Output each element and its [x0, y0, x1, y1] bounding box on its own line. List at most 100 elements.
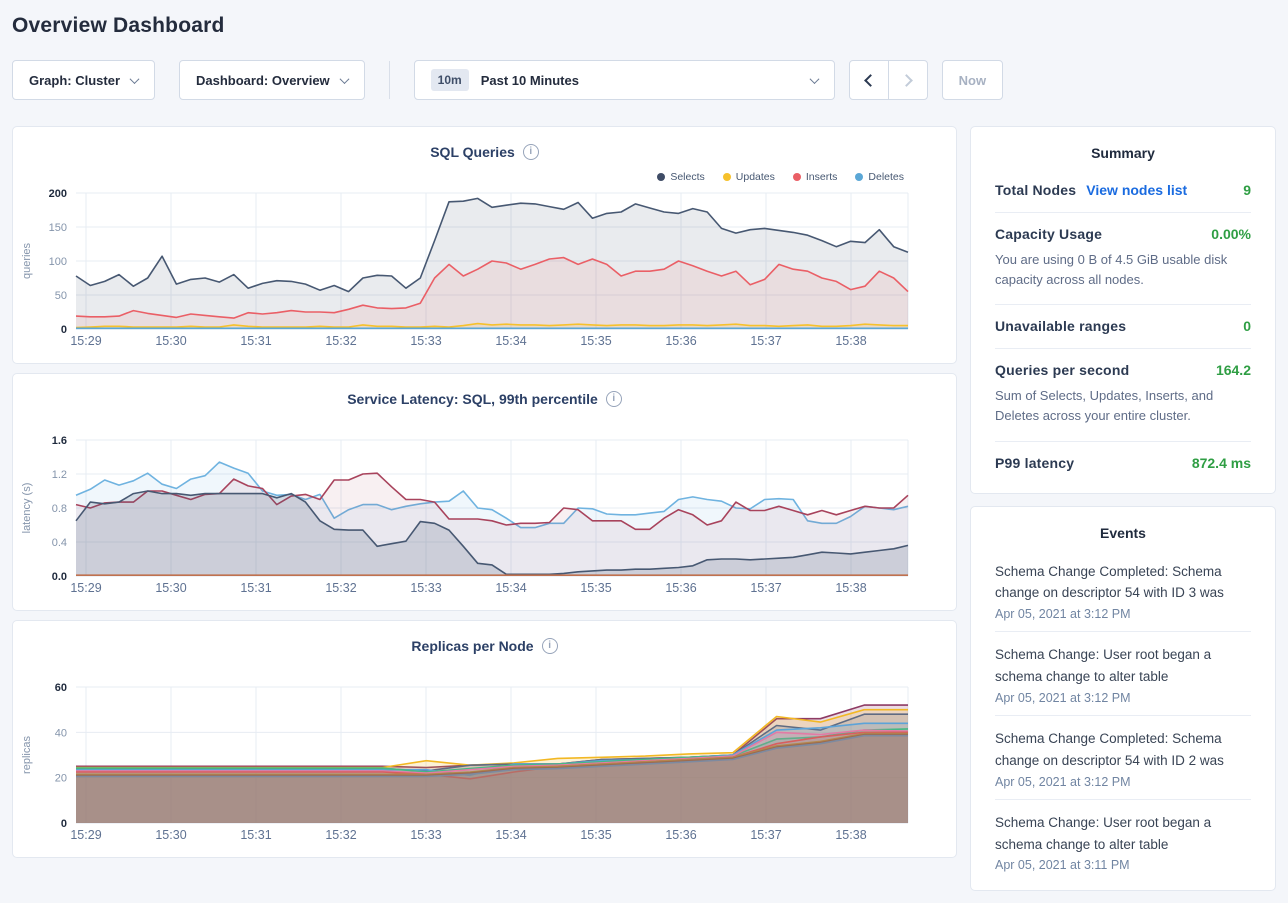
svg-text:0: 0: [61, 324, 67, 336]
divider: [388, 61, 390, 99]
info-icon[interactable]: i: [541, 638, 558, 654]
chart-title: SQL Queries: [430, 144, 515, 160]
capacity-usage-label: Capacity Usage: [995, 226, 1103, 242]
svg-text:15:32: 15:32: [325, 581, 356, 595]
events-title: Events: [1100, 524, 1146, 541]
svg-text:50: 50: [55, 290, 67, 302]
event-text: Schema Change: User root began a schema …: [995, 647, 1212, 685]
svg-text:15:31: 15:31: [240, 334, 271, 348]
legend-dot-icon: [792, 173, 801, 181]
svg-text:0.4: 0.4: [52, 537, 67, 549]
graph-dropdown[interactable]: Graph: Cluster: [12, 60, 156, 100]
svg-text:200: 200: [49, 188, 67, 200]
legend-item: Updates: [722, 171, 775, 183]
svg-text:15:37: 15:37: [750, 828, 781, 842]
svg-text:0.8: 0.8: [52, 503, 67, 515]
now-button[interactable]: Now: [941, 60, 1004, 100]
events-panel: Events Schema Change Completed: Schema c…: [970, 505, 1276, 892]
next-time-button[interactable]: [887, 60, 928, 100]
event-timestamp: Apr 05, 2021 at 3:12 PM: [995, 774, 1131, 789]
previous-time-button[interactable]: [848, 60, 889, 100]
legend-dot-icon: [657, 173, 666, 181]
svg-text:15:33: 15:33: [410, 334, 441, 348]
service-latency-chart-canvas[interactable]: 0.0 0.4 0.8 1.2 1.6 15:29 15:30 15:31 15:32 15:33…: [13, 430, 958, 606]
summary-row-total-nodes: Total Nodes View nodes list 9: [995, 169, 1251, 213]
chevron-down-icon: [339, 73, 350, 84]
qps-description: Sum of Selects, Updates, Inserts, and De…: [995, 388, 1214, 424]
qps-value: 164.2: [1215, 362, 1251, 379]
event-timestamp: Apr 05, 2021 at 3:12 PM: [995, 691, 1131, 705]
legend-item: Deletes: [855, 171, 904, 183]
svg-text:1.2: 1.2: [52, 469, 67, 481]
svg-text:15:35: 15:35: [580, 828, 611, 842]
event-text: Schema Change: User root began a schema …: [995, 814, 1212, 852]
capacity-usage-description: You are using 0 B of 4.5 GiB usable disk…: [995, 252, 1228, 288]
info-icon[interactable]: i: [605, 391, 622, 407]
svg-text:15:34: 15:34: [495, 581, 526, 595]
svg-text:40: 40: [55, 727, 67, 739]
main-content: SQL Queries i Selects Updates Inserts Delet…: [12, 126, 1276, 903]
summary-row-unavailable-ranges: Unavailable ranges 0: [995, 305, 1251, 350]
event-text: Schema Change Completed: Schema change o…: [995, 731, 1224, 768]
chart-legend: Selects Updates Inserts Deletes: [657, 171, 904, 183]
unavailable-ranges-label: Unavailable ranges: [995, 318, 1127, 335]
svg-text:latency (s): latency (s): [21, 483, 33, 534]
dashboard-dropdown-label: Dashboard: Overview: [196, 72, 330, 88]
view-nodes-list-link[interactable]: View nodes list: [1086, 182, 1188, 198]
dashboard-dropdown[interactable]: Dashboard: Overview: [179, 60, 365, 100]
svg-text:20: 20: [55, 773, 67, 785]
event-list-item: Schema Change Completed: Schema change o…: [995, 549, 1251, 633]
legend-dot-icon: [855, 173, 864, 181]
svg-text:15:38: 15:38: [835, 334, 866, 348]
chevron-down-icon: [809, 73, 820, 84]
chart-title: Service Latency: SQL, 99th percentile: [347, 391, 598, 407]
event-text: Schema Change Completed: Schema change o…: [995, 563, 1224, 601]
event-list-item: Schema Change: User root began a schema …: [995, 800, 1251, 883]
chart-header: Replicas per Node i: [13, 621, 956, 654]
replicas-per-node-chart-card: Replicas per Node i 0 20 40 60 15:29 15:30 15:…: [12, 620, 957, 858]
legend-dot-icon: [722, 173, 731, 181]
svg-text:15:34: 15:34: [495, 828, 526, 842]
svg-text:15:29: 15:29: [70, 581, 101, 595]
svg-text:15:33: 15:33: [410, 581, 441, 595]
svg-text:15:29: 15:29: [70, 334, 101, 348]
chevron-left-icon: [863, 73, 877, 87]
legend-item: Inserts: [792, 171, 837, 183]
svg-text:0.0: 0.0: [52, 571, 67, 583]
graph-dropdown-label: Graph: Cluster: [29, 72, 121, 88]
event-timestamp: Apr 05, 2021 at 3:11 PM: [995, 858, 1130, 873]
svg-text:15:34: 15:34: [495, 334, 526, 348]
controls-bar: Graph: Cluster Dashboard: Overview 10m P…: [12, 60, 1276, 100]
svg-text:15:29: 15:29: [70, 828, 101, 842]
unavailable-ranges-value: 0: [1243, 318, 1251, 335]
summary-row-qps: Queries per second 164.2 Sum of Selects,…: [995, 349, 1251, 442]
svg-text:15:30: 15:30: [155, 581, 186, 595]
time-range-dropdown[interactable]: 10m Past 10 Minutes: [413, 60, 835, 100]
capacity-usage-value: 0.00%: [1211, 226, 1251, 242]
service-latency-chart-card: Service Latency: SQL, 99th percentile i …: [12, 373, 957, 611]
svg-text:15:36: 15:36: [665, 581, 696, 595]
svg-text:replicas: replicas: [21, 736, 33, 774]
charts-column: SQL Queries i Selects Updates Inserts Delet…: [12, 126, 957, 903]
replicas-per-node-chart-canvas[interactable]: 0 20 40 60 15:29 15:30 15:31 15:32 15:33 15:34 15:…: [13, 677, 958, 853]
svg-text:queries: queries: [21, 242, 33, 279]
event-timestamp: Apr 05, 2021 at 3:12 PM: [995, 607, 1131, 622]
event-list-item: Schema Change Completed: Schema change o…: [995, 716, 1251, 800]
sql-queries-chart-card: SQL Queries i Selects Updates Inserts Delet…: [12, 126, 957, 364]
time-step-buttons: [848, 60, 928, 100]
info-icon[interactable]: i: [522, 144, 539, 160]
sql-queries-chart-canvas[interactable]: 0 50 100 150 200 15:29 15:30 15:31 15:32 15:33 15:…: [13, 183, 958, 359]
time-range-badge: 10m: [430, 69, 469, 91]
svg-text:15:33: 15:33: [410, 828, 441, 842]
summary-panel: Summary Total Nodes View nodes list 9 Ca…: [970, 126, 1276, 494]
qps-label: Queries per second: [995, 362, 1130, 379]
svg-text:15:37: 15:37: [750, 581, 781, 595]
p99-latency-value: 872.4 ms: [1191, 454, 1251, 471]
chart-header: Service Latency: SQL, 99th percentile i: [13, 374, 956, 407]
time-range-label: Past 10 Minutes: [480, 72, 579, 88]
svg-text:15:35: 15:35: [580, 334, 611, 348]
p99-latency-label: P99 latency: [995, 454, 1075, 471]
svg-text:60: 60: [55, 682, 67, 694]
svg-text:15:30: 15:30: [155, 334, 186, 348]
svg-text:15:36: 15:36: [665, 828, 696, 842]
